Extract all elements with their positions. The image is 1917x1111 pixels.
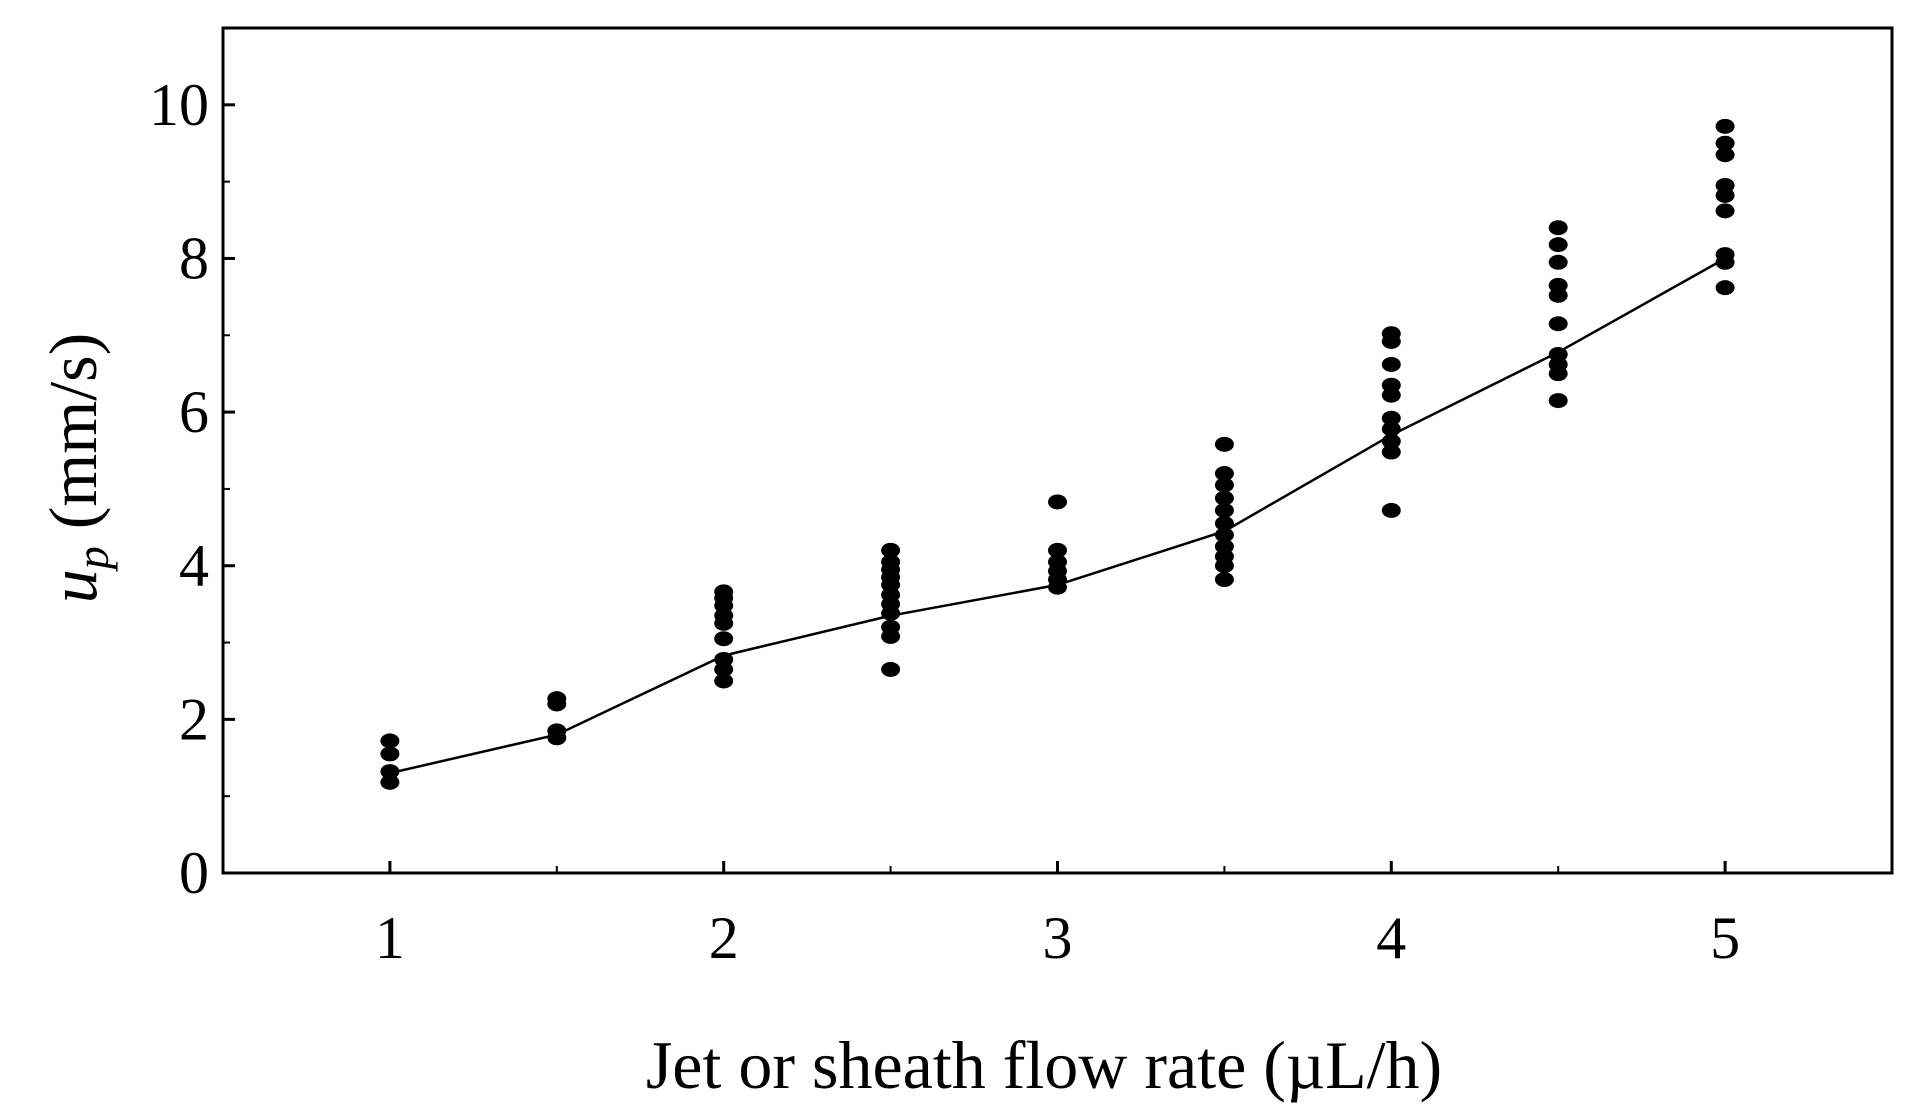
data-point bbox=[380, 774, 400, 790]
data-point bbox=[714, 631, 734, 647]
data-point bbox=[1214, 502, 1234, 518]
mean-line bbox=[389, 257, 1726, 775]
data-point bbox=[1048, 494, 1067, 510]
x-axis-title: Jet or sheath flow rate (µL/h) bbox=[646, 1027, 1442, 1103]
data-point bbox=[1381, 377, 1401, 393]
data-point bbox=[1715, 177, 1735, 193]
data-point bbox=[1381, 356, 1401, 372]
data-point bbox=[380, 746, 400, 762]
data-point bbox=[714, 584, 734, 600]
data-point bbox=[1715, 247, 1735, 263]
data-point bbox=[1214, 515, 1234, 531]
data-point bbox=[547, 691, 567, 707]
data-point bbox=[1715, 203, 1735, 219]
data-point bbox=[1548, 220, 1568, 236]
data-point bbox=[1548, 346, 1568, 362]
x-tick-label: 4 bbox=[1376, 905, 1406, 971]
data-point bbox=[881, 619, 901, 635]
data-point bbox=[1381, 444, 1401, 460]
data-point bbox=[1214, 490, 1234, 506]
y-tick-label: 6 bbox=[179, 379, 209, 445]
y-axis: 0 2 4 6 8 10 bbox=[149, 72, 235, 906]
data-point bbox=[1381, 410, 1401, 426]
data-point bbox=[881, 554, 901, 570]
y-tick-label: 4 bbox=[179, 533, 209, 599]
y-tick-label: 0 bbox=[179, 840, 209, 906]
mean-line-series bbox=[389, 257, 1726, 775]
data-point bbox=[1381, 326, 1401, 342]
plot-frame bbox=[221, 26, 1894, 875]
data-point bbox=[881, 542, 901, 558]
x-tick-label: 1 bbox=[375, 905, 405, 971]
y-tick-label: 10 bbox=[149, 72, 209, 138]
y-axis-title: up (mm/s) bbox=[35, 333, 118, 603]
data-point bbox=[1548, 393, 1568, 409]
y-axis-title-subscript: p bbox=[67, 546, 118, 572]
data-point bbox=[1715, 280, 1735, 296]
scatter-series bbox=[380, 118, 1735, 790]
data-point bbox=[1214, 436, 1234, 452]
data-point bbox=[1548, 254, 1568, 270]
data-point bbox=[1715, 135, 1735, 151]
x-tick-label: 5 bbox=[1710, 905, 1740, 971]
data-point bbox=[1548, 237, 1568, 253]
y-axis-title-variable: u bbox=[35, 569, 111, 603]
data-point bbox=[1214, 539, 1234, 555]
data-point bbox=[1214, 477, 1234, 493]
data-point bbox=[1048, 542, 1067, 558]
data-point bbox=[1214, 527, 1234, 543]
data-point bbox=[1048, 554, 1067, 570]
y-tick-label: 2 bbox=[179, 686, 209, 752]
data-point bbox=[380, 764, 400, 780]
data-point bbox=[881, 661, 901, 677]
data-point bbox=[1214, 572, 1234, 588]
data-point bbox=[714, 673, 734, 689]
x-tick-label: 3 bbox=[1043, 905, 1073, 971]
data-point bbox=[547, 723, 567, 739]
data-point bbox=[714, 651, 734, 667]
data-point bbox=[1715, 118, 1735, 134]
data-point bbox=[1381, 502, 1401, 518]
data-point bbox=[1548, 277, 1568, 293]
data-point bbox=[1715, 147, 1735, 163]
data-point bbox=[380, 733, 400, 749]
data-point bbox=[1381, 433, 1401, 449]
x-axis: 1 2 3 4 5 bbox=[375, 861, 1740, 971]
data-point bbox=[1548, 316, 1568, 332]
y-axis-title-unit: (mm/s) bbox=[35, 333, 111, 546]
y-tick-label: 8 bbox=[179, 225, 209, 291]
data-point bbox=[1214, 466, 1234, 482]
data-point bbox=[1381, 421, 1401, 437]
x-tick-label: 2 bbox=[709, 905, 739, 971]
